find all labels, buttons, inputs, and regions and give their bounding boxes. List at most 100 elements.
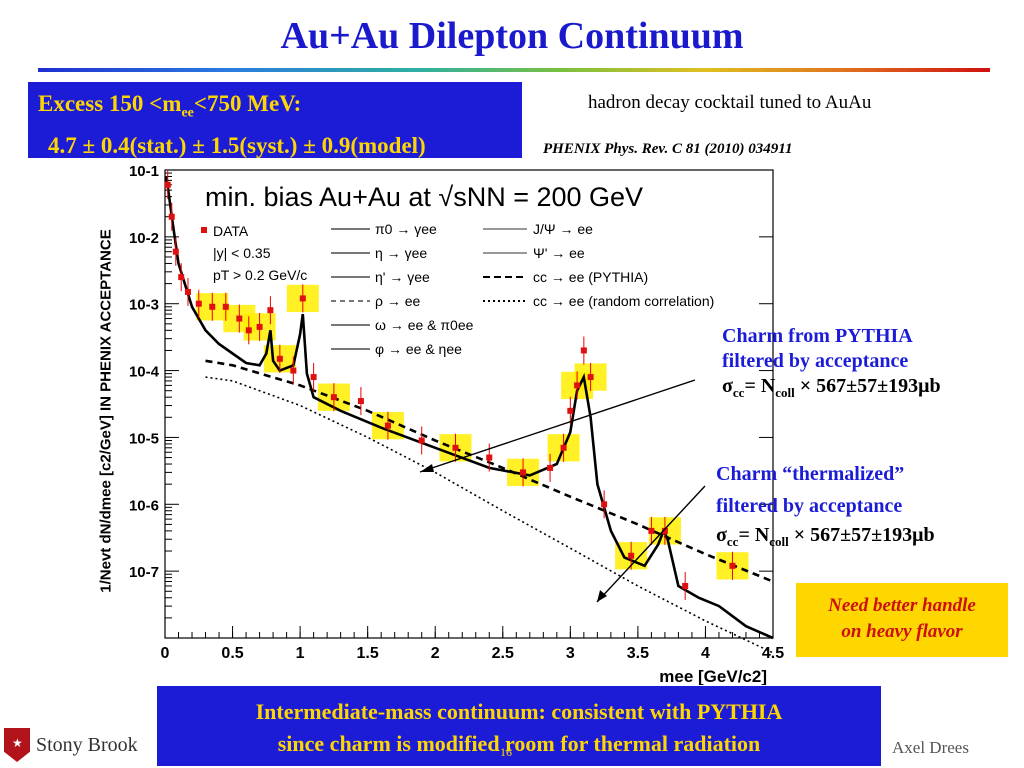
y-tick-label: 10-5 — [129, 430, 159, 447]
x-tick-label: 2 — [431, 645, 440, 662]
chart-svg: 0 0.5 1 1.5 2 2.5 3 3.5 4 4.5 10-1 10-2 10-3 10-4 10-5… — [129, 163, 784, 685]
data-point — [587, 374, 594, 381]
y-tick-label: 10-1 — [129, 163, 159, 180]
sigma-sub2: coll — [775, 385, 795, 400]
arrow-pythia — [419, 379, 696, 473]
x-tick-label: 1.5 — [357, 645, 379, 662]
y-tick-label: 10-6 — [129, 497, 159, 514]
sigma-sub2: coll — [769, 534, 789, 549]
legend-data-label: DATA — [213, 223, 249, 239]
x-tick-label: 4 — [701, 645, 710, 662]
sigma-value: × 567±57±193μb — [794, 375, 941, 397]
charm-pythia-line2: filtered by acceptance — [722, 350, 909, 372]
data-point — [299, 295, 306, 302]
data-point — [267, 307, 274, 314]
sigma-symbol: σ — [722, 375, 733, 397]
y-tick-label: 10-3 — [129, 297, 159, 314]
sigma-line-1: σcc= Ncoll × 567±57±193μb — [722, 374, 941, 405]
x-tick-label: 3 — [566, 645, 575, 662]
need-line1: Need better handle — [828, 595, 976, 616]
data-point — [628, 552, 635, 559]
star-icon: ★ — [12, 736, 23, 750]
excess-box: Excess 150 <mee<750 MeV: 4.7 ± 0.4(stat.… — [28, 82, 522, 158]
reference: PHENIX Phys. Rev. C 81 (2010) 034911 — [543, 141, 793, 157]
plot-frame — [164, 169, 774, 639]
sigma-value: × 567±57±193μb — [788, 524, 935, 546]
data-point — [547, 464, 554, 471]
legend-left-label: ω → ee & π0ee — [375, 317, 474, 333]
series-line-1 — [165, 176, 774, 640]
data-point — [164, 181, 171, 188]
sigma-sub: cc — [732, 385, 745, 400]
y-tick-label: 10-7 — [129, 564, 159, 581]
legend-left-label: η → γee — [375, 245, 427, 261]
legend-data-label: |y| < 0.35 — [213, 245, 271, 261]
data-point — [682, 582, 689, 589]
legend-right-label: Ψ' → ee — [533, 245, 585, 261]
x-tick-label: 0.5 — [221, 645, 243, 662]
data-point — [648, 527, 655, 534]
conclusion-line2: since charm is modified room for thermal… — [277, 731, 761, 756]
data-point — [574, 382, 581, 389]
legend-left-label: η' → γee — [375, 269, 430, 285]
data-point — [520, 469, 527, 476]
charm-pythia-line1: Charm from PYTHIA — [722, 325, 913, 347]
sigma-sub: cc — [726, 534, 739, 549]
slide-title: Au+Au Dilepton Continuum — [280, 15, 744, 57]
legend-right-label: cc → ee (PYTHIA) — [533, 269, 648, 285]
stony-brook-logo: ★ Stony Brook — [4, 724, 154, 764]
x-tick-label: 4.5 — [762, 645, 784, 662]
excess-line1: Excess 150 <mee<750 MeV: — [38, 88, 512, 130]
series-line-2 — [205, 359, 774, 583]
y-tick-label: 10-4 — [129, 364, 160, 381]
conclusion-box: Intermediate-mass continuum: consistent … — [157, 686, 881, 766]
data-point — [661, 527, 668, 534]
chart-title: min. bias Au+Au at √sNN = 200 GeV — [205, 182, 643, 212]
logo-text: Stony Brook — [36, 734, 138, 756]
data-point — [330, 394, 337, 401]
legend-right-label: cc → ee (random correlation) — [533, 293, 714, 309]
x-tick-label: 3.5 — [627, 645, 649, 662]
data-point — [222, 303, 229, 310]
charm-thermal-line2: filtered by acceptance — [716, 495, 903, 517]
excess-line2: 4.7 ± 0.4(stat.) ± 1.5(syst.) ± 0.9(mode… — [48, 132, 426, 158]
excess-prefix: Excess 150 <m — [38, 91, 182, 116]
data-point — [195, 300, 202, 307]
data-point — [601, 501, 608, 508]
legend-left-label: ρ → ee — [375, 293, 421, 309]
data-point — [729, 562, 736, 569]
data-point — [256, 323, 263, 330]
legend-left-label: π0 → γee — [375, 221, 437, 237]
series-line-3 — [205, 376, 774, 654]
data-point — [486, 454, 493, 461]
excess-suffix: <750 MeV: — [193, 91, 302, 116]
data-point — [310, 374, 317, 381]
arrow-thermal — [596, 485, 706, 603]
data-point — [178, 274, 185, 281]
excess-sub: ee — [181, 105, 194, 121]
data-point — [276, 355, 283, 362]
charm-thermal-note: Charm “thermalized” filtered by acceptan… — [716, 458, 935, 555]
x-axis-label: mee [GeV/c2] — [659, 667, 767, 685]
heavy-flavor-callout: Need better handle on heavy flavor — [796, 583, 1008, 657]
arrowhead-thermal — [597, 590, 607, 602]
conclusion-line1: Intermediate-mass continuum: consistent … — [255, 699, 783, 724]
data-point — [209, 303, 216, 310]
data-point — [560, 444, 567, 451]
data-point — [172, 248, 179, 255]
need-line2: on heavy flavor — [841, 621, 963, 642]
sigma-mid: = N — [744, 375, 776, 397]
data-point — [357, 398, 364, 405]
charm-thermal-line1: Charm “thermalized” — [716, 463, 905, 485]
legend-right-label: J/Ψ → ee — [533, 221, 593, 237]
data-point — [290, 367, 297, 374]
title-rule — [38, 68, 990, 72]
x-tick-label: 0 — [161, 645, 170, 662]
charm-pythia-note: Charm from PYTHIA filtered by acceptance… — [722, 324, 941, 405]
data-point — [236, 315, 243, 322]
data-point — [580, 347, 587, 354]
legend-data-label: pT > 0.2 GeV/c — [213, 267, 307, 283]
author: Axel Drees — [892, 738, 969, 757]
data-point — [567, 407, 574, 414]
data-point — [418, 437, 425, 444]
